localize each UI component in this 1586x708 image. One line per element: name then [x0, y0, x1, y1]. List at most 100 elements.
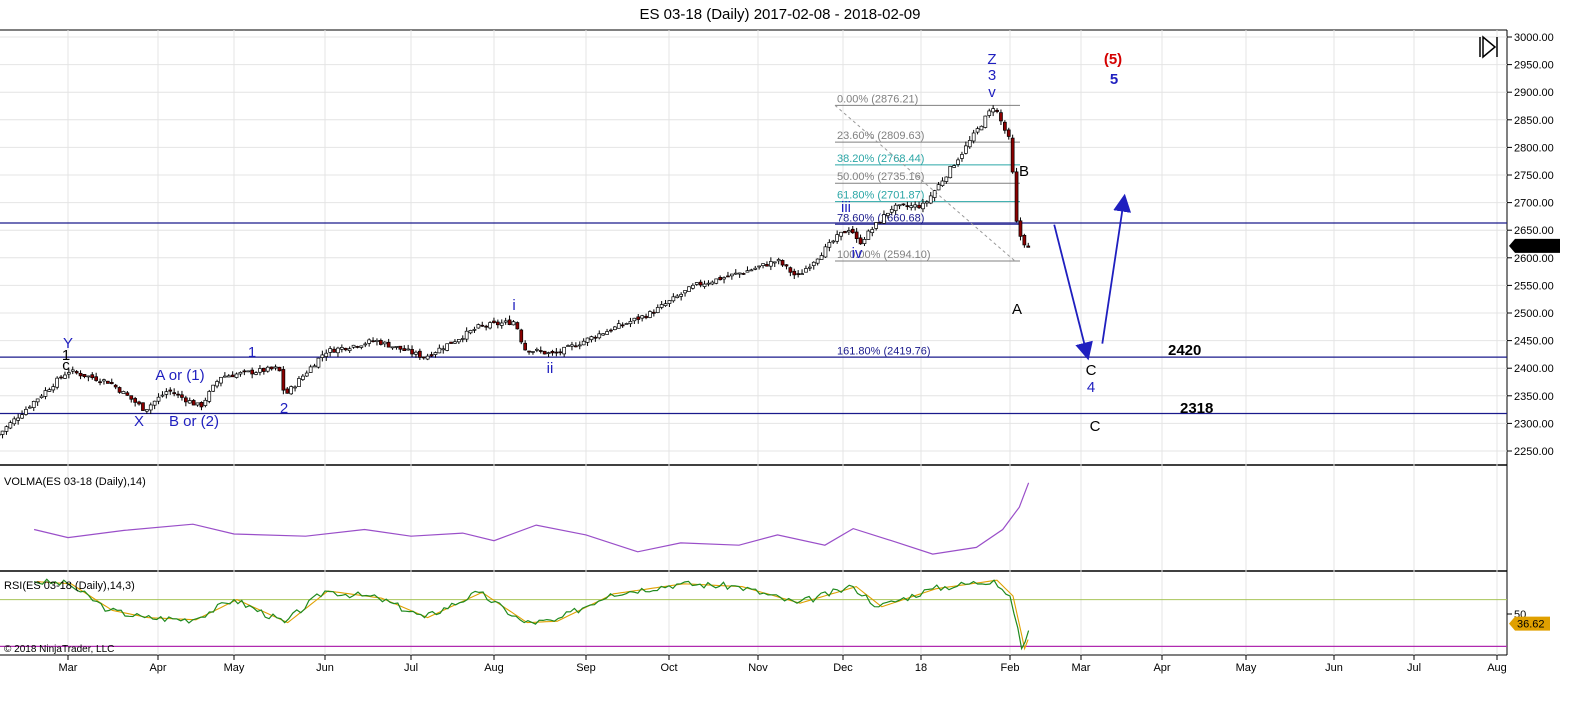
candle-body	[359, 345, 364, 348]
candle-body	[223, 375, 227, 378]
candle-body	[343, 347, 348, 351]
candle-body	[753, 267, 758, 270]
candle-body	[449, 341, 453, 344]
candle-body	[975, 128, 980, 133]
volma-panel: 2000K1500K1000K2447K	[33, 482, 1030, 555]
skip-to-end-icon[interactable]	[1479, 35, 1498, 59]
candle-body	[601, 333, 606, 336]
candle-body	[394, 346, 399, 348]
fib-level-label: 38.20% (2768.44)	[837, 153, 924, 165]
candle-body	[831, 240, 836, 243]
candle-body	[616, 323, 621, 329]
candle-body	[659, 304, 664, 308]
candle-body	[293, 386, 297, 389]
time-tick-label: May	[224, 662, 245, 674]
candle-body	[956, 159, 960, 165]
candle-body	[367, 339, 372, 344]
candle-body	[301, 375, 305, 380]
candle-body	[35, 398, 40, 403]
price-tick-label: 2650.00	[1514, 225, 1554, 237]
wave-label: 5	[1110, 71, 1118, 88]
candle-body	[507, 319, 512, 326]
candle-body	[796, 273, 801, 275]
candle-body	[593, 336, 598, 339]
candle-body	[156, 396, 161, 402]
candle-body	[398, 345, 403, 350]
candle-body	[63, 374, 67, 379]
candle-body	[86, 375, 91, 378]
candle-body	[741, 273, 746, 275]
candle-body	[808, 266, 812, 269]
candle-body	[160, 394, 165, 397]
price-tick-label: 2700.00	[1514, 198, 1554, 210]
candle-body	[964, 145, 968, 154]
candle-body	[336, 347, 340, 354]
wave-label: A	[1012, 301, 1022, 318]
candle-body	[566, 345, 570, 347]
candle-body	[98, 381, 102, 384]
candle-body	[1010, 137, 1015, 173]
candle-body	[250, 369, 255, 375]
projection-arrow-down	[1053, 224, 1093, 361]
candle-body	[515, 322, 520, 330]
candle-body	[246, 370, 251, 373]
candle-body	[745, 270, 750, 273]
candle-body	[332, 348, 336, 353]
fib-level-label: 23.60% (2809.63)	[837, 130, 924, 142]
candle-body	[453, 341, 457, 344]
candle-body	[363, 343, 368, 346]
candle-body	[897, 204, 902, 207]
candle-body	[862, 239, 867, 244]
candle-body	[492, 320, 496, 324]
candle-body	[519, 329, 524, 343]
candle-body	[577, 344, 582, 347]
candle-body	[20, 414, 24, 419]
price-tick-label: 2950.00	[1514, 60, 1554, 72]
candle-body	[238, 371, 243, 375]
candle-body	[328, 348, 333, 353]
level-label: 2318	[1180, 400, 1213, 417]
candle-body	[866, 230, 871, 240]
candle-body	[714, 278, 719, 284]
candle-body	[16, 417, 21, 421]
time-axis: Mar Apr May Jun Jul Aug Sep Oct Nov Dec 18 Feb Mar Ap…	[59, 655, 1507, 674]
wave-label: (5)	[1104, 51, 1122, 68]
candle-body	[765, 264, 769, 267]
candle-body	[410, 349, 414, 355]
candle-body	[43, 390, 48, 397]
candle-body	[550, 351, 555, 354]
candle-body	[414, 351, 418, 355]
wave-label: 1	[62, 347, 70, 364]
candle-body	[632, 317, 637, 322]
candle-body	[340, 347, 344, 350]
rsi-label: RSI(ES 03-18 (Daily),14,3)	[4, 580, 135, 592]
candle-body	[324, 352, 329, 357]
candle-body	[94, 376, 99, 381]
candle-body	[242, 370, 247, 373]
candle-body	[308, 366, 313, 373]
candle-body	[145, 409, 149, 412]
candle-body	[421, 356, 426, 359]
candle-body	[589, 336, 594, 341]
candle-body	[351, 344, 356, 348]
time-tick-label: 18	[915, 662, 927, 674]
candle-body	[843, 231, 847, 234]
candle-body	[644, 315, 648, 319]
candle-body	[433, 352, 438, 355]
fib-level-label: 0.00% (2876.21)	[837, 93, 918, 105]
candle-body	[297, 378, 301, 387]
candle-body	[390, 346, 395, 349]
candle-body	[901, 203, 906, 206]
candle-body	[979, 125, 984, 131]
candle-body	[67, 372, 71, 375]
price-axis: 3000.00 2950.00 2900.00 2850.00 2800.00 2750.…	[1507, 32, 1560, 458]
candle-body	[137, 401, 141, 405]
candle-body	[113, 384, 118, 388]
candle-body	[542, 350, 547, 355]
fib-anchor-line	[834, 104, 1016, 262]
candle-body	[620, 324, 625, 327]
candle-body	[535, 348, 539, 351]
